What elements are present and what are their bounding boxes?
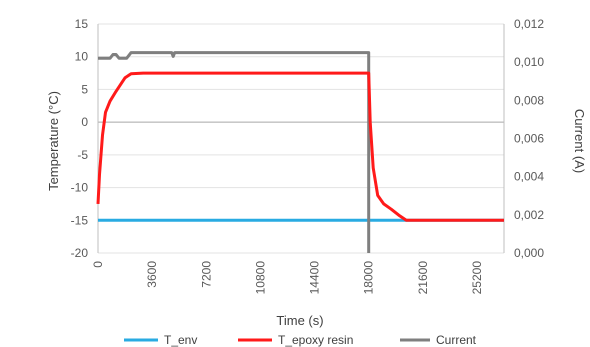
x-tick-label: 18000 (362, 261, 376, 295)
x-tick-label: 25200 (470, 261, 484, 295)
tick-labels: -20 -15 -10 -5 0 5 10 15 0,000 0,002 0,004 0,006 0,0… (71, 17, 545, 294)
x-axis-title: Time (s) (276, 313, 323, 328)
x-tick-label: 7200 (199, 261, 213, 288)
y-right-tick-label: 0,006 (514, 132, 544, 146)
series (96, 51, 504, 253)
y-left-tick-label: 0 (81, 115, 88, 129)
y-right-tick-label: 0,000 (514, 246, 544, 260)
y-left-tick-label: -10 (71, 181, 89, 195)
y-right-tick-label: 0,004 (514, 170, 544, 184)
y-left-tick-label: 5 (81, 82, 88, 96)
y-left-tick-label: -20 (71, 246, 89, 260)
legend-label-current: Current (436, 333, 477, 347)
y-right-tick-label: 0,008 (514, 93, 544, 107)
legend-label-t-env: T_env (164, 333, 197, 347)
y-axis-right-title: Current (A) (572, 109, 587, 173)
y-axis-left-title: Temperature (°C) (46, 91, 61, 191)
x-tick-label: 0 (91, 261, 105, 268)
y-left-tick-label: -5 (77, 148, 88, 162)
x-tick-label: 14400 (308, 261, 322, 295)
legend-label-t-epoxy: T_epoxy resin (278, 333, 353, 347)
y-left-tick-label: 10 (75, 50, 89, 64)
y-right-tick-label: 0,010 (514, 55, 544, 69)
axes (97, 24, 505, 253)
gridlines (98, 23, 504, 254)
x-tick-label: 21600 (416, 261, 430, 295)
y-right-tick-label: 0,012 (514, 17, 544, 31)
y-right-tick-label: 0,002 (514, 208, 544, 222)
y-left-tick-label: -15 (71, 213, 89, 227)
y-left-tick-label: 15 (75, 17, 89, 31)
legend: T_env T_epoxy resin Current (124, 333, 477, 347)
series-line-t-epoxy-resin (96, 71, 504, 222)
x-tick-label: 3600 (145, 261, 159, 288)
series-line-current (98, 51, 371, 253)
x-tick-label: 10800 (253, 261, 267, 295)
